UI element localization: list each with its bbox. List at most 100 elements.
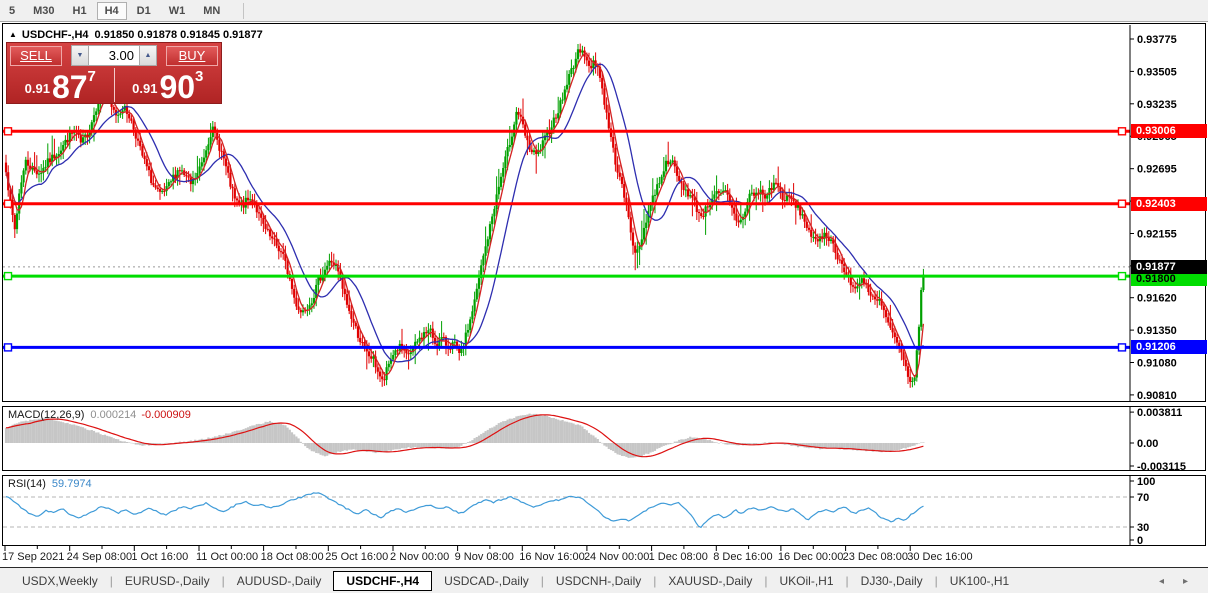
hline-anchor[interactable] bbox=[1117, 199, 1127, 208]
trade-panel-price-row: 0.91 87 7 0.91 90 3 bbox=[7, 68, 222, 105]
down-arrow-icon: ▼ bbox=[76, 52, 84, 59]
buy-button[interactable]: BUY bbox=[166, 45, 218, 66]
line-price-label-0.93006: 0.93006 bbox=[1131, 124, 1207, 138]
macd-indicator-panel[interactable] bbox=[2, 406, 1206, 471]
timeframe-h1[interactable]: H1 bbox=[72, 4, 87, 17]
rsi-tick-label: 70 bbox=[1137, 492, 1149, 504]
tab-divider: | bbox=[934, 573, 938, 588]
volume-increase-button[interactable]: ▲ bbox=[139, 45, 157, 66]
chart-ohlc-values: 0.91850 0.91878 0.91845 0.91877 bbox=[94, 29, 263, 41]
chart-tab-bar: USDX,Weekly | EURUSD-,Daily | AUDUSD-,Daily U… bbox=[0, 567, 1208, 593]
one-click-trading-panel: SELL ▼ 3.00 ▲ BUY 0.91 87 7 0.91 90 3 bbox=[6, 42, 222, 104]
hline-anchor[interactable] bbox=[1117, 127, 1127, 136]
time-axis-label: 18 Oct 08:00 bbox=[260, 551, 324, 563]
chart-tab-usdx-weekly[interactable]: USDX,Weekly bbox=[22, 573, 98, 588]
time-axis-label: 8 Dec 16:00 bbox=[713, 551, 773, 563]
timeframe-toolbar: 5 M30 H1 H4 D1 W1 MN bbox=[0, 0, 1208, 22]
buy-price-prefix: 0.91 bbox=[132, 81, 158, 96]
hline-anchor[interactable] bbox=[3, 127, 13, 136]
time-axis-label: 9 Nov 08:00 bbox=[454, 551, 514, 563]
rsi-tick-label: 0 bbox=[1137, 535, 1143, 547]
hline-anchor[interactable] bbox=[3, 199, 13, 208]
chart-tab-ukoil-h1[interactable]: UKOil-,H1 bbox=[779, 573, 834, 588]
time-axis-label: 23 Dec 08:00 bbox=[842, 551, 909, 563]
buy-price-display[interactable]: 0.91 90 3 bbox=[113, 68, 222, 105]
macd-name: MACD(12,26,9) bbox=[8, 409, 85, 421]
tab-scroll-left-icon[interactable]: ◂ bbox=[1158, 576, 1164, 587]
current-price-label: 0.91877 bbox=[1131, 260, 1207, 274]
time-axis-label: 25 Oct 16:00 bbox=[325, 551, 389, 563]
price-tick-label: 0.92155 bbox=[1137, 229, 1177, 241]
tab-divider: | bbox=[540, 573, 544, 588]
timeframe-w1[interactable]: W1 bbox=[168, 4, 186, 17]
tab-divider: | bbox=[764, 573, 768, 588]
ma-slow-line bbox=[5, 63, 924, 363]
tab-scroll-right-icon[interactable]: ▸ bbox=[1182, 576, 1188, 587]
macd-tick-label: -0.003115 bbox=[1137, 461, 1186, 473]
volume-input[interactable]: 3.00 bbox=[89, 45, 139, 66]
chart-tab-dj30-daily[interactable]: DJ30-,Daily bbox=[860, 573, 923, 588]
macd-histogram-layer bbox=[4, 413, 925, 458]
price-tick-label: 0.92695 bbox=[1137, 164, 1177, 176]
sell-price-big-digits: 87 bbox=[51, 69, 88, 105]
time-axis-label: 24 Nov 00:00 bbox=[583, 551, 650, 563]
macd-tick-label: 0.003811 bbox=[1137, 407, 1182, 419]
price-tick-label: 0.90810 bbox=[1137, 390, 1177, 402]
volume-decrease-button[interactable]: ▼ bbox=[71, 45, 89, 66]
chart-tab-xauusd-daily[interactable]: XAUUSD-,Daily bbox=[668, 573, 753, 588]
hline-anchor[interactable] bbox=[1117, 271, 1127, 281]
up-arrow-icon: ▲ bbox=[144, 52, 152, 59]
hline-anchor[interactable] bbox=[3, 343, 13, 352]
rsi-label: RSI(14) 59.7974 bbox=[8, 478, 92, 490]
rsi-value: 59.7974 bbox=[51, 478, 92, 490]
chart-tab-audusd-daily[interactable]: AUDUSD-,Daily bbox=[236, 573, 322, 588]
tab-divider: | bbox=[109, 573, 113, 588]
chart-title: ▲ USDCHF-,H4 0.91850 0.91878 0.91845 0.918… bbox=[9, 29, 263, 41]
macd-label: MACD(12,26,9) 0.000214 -0.000909 bbox=[8, 409, 191, 421]
timeframe-mn[interactable]: MN bbox=[203, 4, 221, 17]
chart-tab-eurusd-daily[interactable]: EURUSD-,Daily bbox=[124, 573, 210, 588]
macd-main-value: 0.000214 bbox=[90, 409, 137, 421]
trade-panel-top-row: SELL ▼ 3.00 ▲ BUY bbox=[7, 43, 221, 68]
rsi-tick-label: 30 bbox=[1137, 522, 1149, 534]
sell-price-display[interactable]: 0.91 87 7 bbox=[7, 68, 114, 105]
hline-anchor[interactable] bbox=[3, 271, 13, 281]
chart-tab-usdcad-daily[interactable]: USDCAD-,Daily bbox=[444, 573, 529, 588]
line-price-label-0.91800: 0.91800 bbox=[1131, 272, 1207, 286]
timeframe-m30[interactable]: M30 bbox=[33, 4, 55, 17]
tab-divider: | bbox=[221, 573, 225, 588]
time-axis[interactable]: 17 Sep 2021 24 Sep 08:00 1 Oct 16:00 11 Oct… bbox=[0, 546, 1208, 567]
chart-tab-usdcnh-daily[interactable]: USDCNH-,Daily bbox=[555, 573, 642, 588]
time-axis-label: 1 Oct 16:00 bbox=[131, 551, 189, 563]
toolbar-separator bbox=[243, 2, 245, 19]
chart-tab-uk100-h1[interactable]: UK100-,H1 bbox=[949, 573, 1010, 588]
time-axis-label: 2 Nov 00:00 bbox=[389, 551, 450, 563]
buy-price-pip-digit: 3 bbox=[195, 68, 204, 85]
timeframe-d1[interactable]: D1 bbox=[136, 4, 151, 17]
price-tick-label: 0.93505 bbox=[1137, 66, 1177, 78]
rsi-indicator-panel[interactable] bbox=[2, 475, 1206, 546]
time-axis-label: 30 Dec 16:00 bbox=[907, 551, 973, 563]
chart-symbol-period: USDCHF-,H4 bbox=[21, 29, 89, 41]
time-axis-label: 11 Oct 00:00 bbox=[195, 551, 259, 563]
line-price-label-0.92403: 0.92403 bbox=[1131, 197, 1207, 211]
price-tick-label: 0.93775 bbox=[1137, 34, 1177, 46]
sell-price-prefix: 0.91 bbox=[24, 81, 50, 96]
price-tick-label: 0.91080 bbox=[1137, 358, 1177, 370]
time-axis-label: 16 Dec 00:00 bbox=[777, 551, 844, 563]
hline-anchor[interactable] bbox=[1117, 343, 1127, 352]
chart-tab-usdchf-h4[interactable]: USDCHF-,H4 bbox=[333, 570, 433, 591]
time-axis-label: 16 Nov 16:00 bbox=[519, 551, 585, 563]
time-axis-label: 1 Dec 08:00 bbox=[648, 551, 708, 563]
rsi-line bbox=[5, 492, 924, 529]
macd-signal-value: -0.000909 bbox=[141, 409, 191, 421]
sell-button[interactable]: SELL bbox=[10, 45, 62, 66]
collapse-arrow-icon[interactable]: ▲ bbox=[9, 30, 17, 39]
timeframe-h4[interactable]: H4 bbox=[96, 1, 127, 20]
macd-tick-label: 0.00 bbox=[1137, 438, 1158, 450]
timeframe-5[interactable]: 5 bbox=[9, 4, 16, 17]
sell-price-pip-digit: 7 bbox=[87, 68, 96, 85]
rsi-tick-label: 100 bbox=[1137, 476, 1155, 488]
buy-price-big-digits: 90 bbox=[159, 69, 196, 105]
